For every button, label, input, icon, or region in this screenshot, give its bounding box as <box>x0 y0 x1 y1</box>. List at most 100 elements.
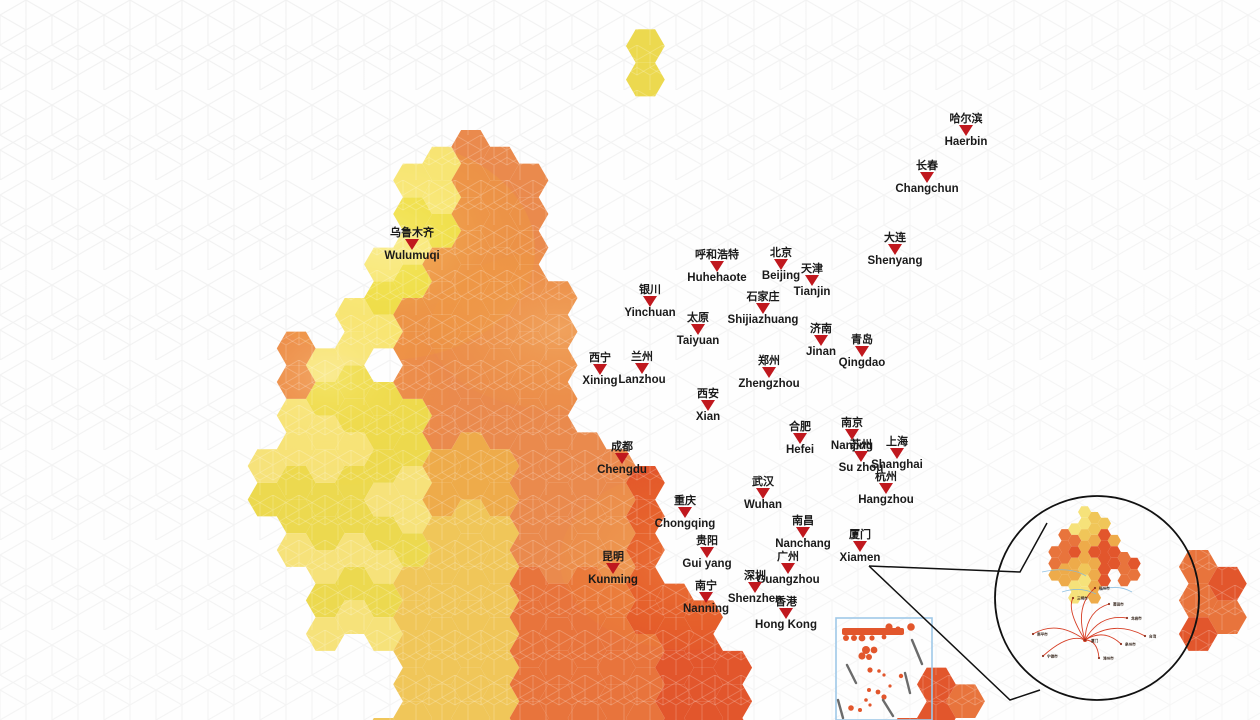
map-pin-icon[interactable] <box>678 507 692 518</box>
city-marker[interactable]: 南宁 Nanning <box>683 578 729 615</box>
inset-hex-tile <box>1078 586 1092 598</box>
hex-tile-texture <box>422 214 462 248</box>
hex-tile-texture <box>422 449 462 483</box>
map-pin-icon[interactable] <box>700 547 714 558</box>
city-marker[interactable]: 兰州 Lanzhou <box>618 349 665 386</box>
city-marker[interactable]: 合肥 Hefei <box>786 419 814 456</box>
map-pin-icon[interactable] <box>691 324 705 335</box>
city-label-cn: 大连 <box>884 230 907 244</box>
city-label-en: Hong Kong <box>755 619 817 631</box>
city-label-cn: 成都 <box>611 439 633 453</box>
map-pin-icon[interactable] <box>879 483 893 494</box>
city-marker[interactable]: 南昌 Nanchang <box>775 513 831 550</box>
city-marker[interactable]: 西宁 Xining <box>582 350 617 387</box>
map-pin-icon[interactable] <box>793 433 807 444</box>
inset-hex-tile <box>1078 563 1092 575</box>
map-pin-icon[interactable] <box>643 296 657 307</box>
city-marker[interactable]: 广州 Guangzhou <box>756 549 819 586</box>
city-marker[interactable]: 成都 Chengdu <box>597 439 647 476</box>
map-pin-icon[interactable] <box>615 453 629 464</box>
city-marker[interactable]: 济南 Jinan <box>806 321 836 358</box>
map-pin-icon[interactable] <box>888 244 902 255</box>
hex-tile-texture <box>393 533 432 567</box>
city-marker[interactable]: 长春 Changchun <box>895 158 958 195</box>
hex-tile-texture <box>276 398 316 433</box>
map-pin-icon[interactable] <box>890 448 904 459</box>
hex-tile-texture <box>422 684 462 719</box>
city-marker[interactable]: 大连 Shenyang <box>868 230 923 267</box>
map-pin-icon[interactable] <box>854 451 868 462</box>
map-pin-icon[interactable] <box>779 608 793 619</box>
map-pin-icon[interactable] <box>710 261 724 272</box>
city-label-en: Nanning <box>683 603 729 615</box>
map-pin-icon[interactable] <box>959 125 973 136</box>
city-marker[interactable]: 郑州 Zhengzhou <box>738 353 799 390</box>
map-pin-icon[interactable] <box>814 335 828 346</box>
city-label-cn: 南京 <box>841 415 863 429</box>
city-marker[interactable]: 太原 Taiyuan <box>677 310 720 347</box>
city-label-cn: 石家庄 <box>746 289 780 303</box>
migration-arc <box>1080 587 1096 641</box>
map-pin-icon[interactable] <box>699 592 713 603</box>
city-marker[interactable]: 西安 Xian <box>696 386 720 423</box>
city-marker[interactable]: 青岛 Qingdao <box>839 332 886 369</box>
city-marker[interactable]: 呼和浩特 Huhehaote <box>687 247 746 284</box>
city-marker[interactable]: 北京 Beijing <box>762 245 800 282</box>
hex-tile-texture <box>422 617 462 651</box>
city-marker[interactable]: 乌鲁木齐 Wulumuqi <box>384 225 439 262</box>
hex-tile-texture <box>567 432 607 467</box>
map-pin-icon[interactable] <box>635 363 649 374</box>
city-marker[interactable]: 哈尔滨 Haerbin <box>945 111 988 148</box>
map-pin-icon[interactable] <box>920 172 934 183</box>
city-marker[interactable]: 武汉 Wuhan <box>744 474 782 511</box>
hex-tile-texture <box>276 432 316 467</box>
city-marker[interactable]: 上海 Shanghai <box>871 434 923 471</box>
map-pin-icon[interactable] <box>781 563 795 574</box>
map-pin-icon[interactable] <box>853 541 867 552</box>
map-pin-icon[interactable] <box>805 275 819 286</box>
map-pin-icon[interactable] <box>756 488 770 499</box>
hex-tile-texture <box>422 281 462 315</box>
city-marker[interactable]: 杭州 Hangzhou <box>858 469 914 506</box>
city-marker[interactable]: 贵阳 Gui yang <box>682 533 731 570</box>
hex-tile-texture <box>393 163 432 198</box>
inset-hex-tile <box>1078 506 1092 518</box>
city-marker[interactable]: 深圳 Shenzhen <box>728 568 782 605</box>
hex-tile-texture <box>509 432 549 467</box>
map-pin-icon[interactable] <box>855 346 869 357</box>
city-marker[interactable]: 苏州 Su zhou <box>839 437 884 474</box>
city-label-cn: 贵阳 <box>696 533 718 547</box>
map-pin-icon[interactable] <box>762 367 776 378</box>
hex-tile-texture <box>713 650 753 685</box>
map-pin-icon[interactable] <box>796 527 810 538</box>
city-marker[interactable]: 南京 Nanjing <box>831 415 873 452</box>
inset-hex-tile <box>1087 546 1102 558</box>
city-label-en: Hefei <box>786 444 814 456</box>
map-pin-icon[interactable] <box>748 582 762 593</box>
hex-tile-texture <box>567 533 607 567</box>
hex-tile-texture <box>422 650 462 685</box>
arc-origin-dot <box>1082 637 1088 643</box>
city-marker[interactable]: 银川 Yinchuan <box>624 282 675 319</box>
map-pin-icon[interactable] <box>774 259 788 270</box>
hex-tile-texture <box>422 348 462 383</box>
hex-tile-texture <box>509 365 549 399</box>
arc-endpoint-dot <box>1097 656 1101 660</box>
map-pin-icon[interactable] <box>593 364 607 375</box>
city-marker[interactable]: 厦门 Xiamen <box>840 527 881 564</box>
city-marker[interactable]: 石家庄 Shijiazhuang <box>728 289 799 326</box>
map-pin-icon[interactable] <box>606 563 620 574</box>
map-pin-icon[interactable] <box>845 429 859 440</box>
city-marker[interactable]: 昆明 Kunming <box>588 550 638 586</box>
city-marker[interactable]: 天津 Tianjin <box>794 261 831 298</box>
inset-city-label: 泉州市 <box>1124 641 1136 646</box>
map-pin-icon[interactable] <box>405 239 419 250</box>
map-pin-icon[interactable] <box>701 400 715 411</box>
city-marker[interactable]: 重庆 Chongqing <box>655 493 716 530</box>
map-pin-icon[interactable] <box>756 303 770 314</box>
inset-hex-tile <box>1097 529 1111 541</box>
city-marker[interactable]: 香港 Hong Kong <box>755 594 817 631</box>
